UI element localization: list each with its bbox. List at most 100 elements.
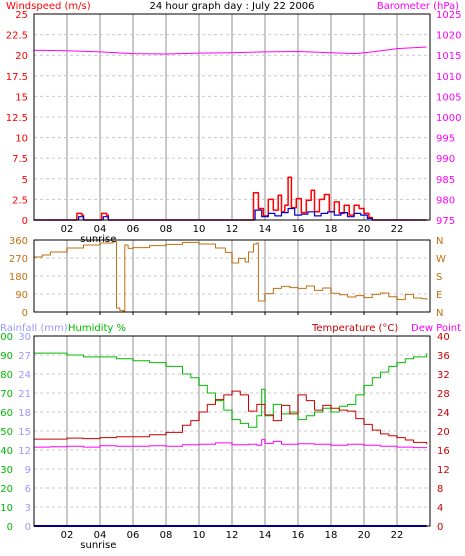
temperature-tick-label: 40 — [437, 332, 450, 343]
humidity-tick-label: 30 — [0, 465, 13, 476]
time-axis-label: 22 — [391, 224, 404, 235]
time-axis-label: 14 — [259, 530, 272, 541]
tick-layer: 2522.52017.51512.5107.552.50102510201015… — [0, 10, 461, 551]
barometer-tick-label: 975 — [436, 216, 455, 227]
direction-degree-label: 0 — [22, 308, 28, 319]
dewpoint-axis-title: Dew Point — [411, 323, 461, 334]
temperature-tick-label: 32 — [437, 370, 450, 381]
direction-compass-label: N — [436, 236, 443, 247]
time-axis-label: 14 — [259, 224, 272, 235]
temperature-tick-label: 12 — [437, 465, 450, 476]
humidity-axis-title: Humidity % — [68, 323, 126, 334]
humidity-tick-label: 80 — [0, 370, 13, 381]
temperature-axis-title: Temperature (°C) — [311, 323, 398, 334]
time-axis-label: 02 — [61, 224, 74, 235]
panel-frame — [33, 13, 431, 221]
time-axis-label: 10 — [193, 224, 206, 235]
time-axis-label: 04 — [94, 530, 107, 541]
windspeed-tick-label: 12.5 — [6, 113, 28, 124]
direction-compass-label: N — [436, 308, 443, 319]
windspeed-tick-label: 17.5 — [6, 72, 28, 83]
barometer-tick-label: 995 — [436, 134, 455, 145]
rainfall-tick-label: 3 — [25, 503, 31, 514]
barometer-line — [33, 46, 427, 55]
time-axis-label: 22 — [391, 530, 404, 541]
rainfall-tick-label: 9 — [25, 465, 31, 476]
time-axis-label: 18 — [325, 530, 338, 541]
temperature-tick-label: 8 — [437, 484, 443, 495]
barometer-tick-label: 980 — [436, 195, 455, 206]
temperature-tick-label: 28 — [437, 389, 450, 400]
barometer-axis-title: Barometer (hPa) — [377, 1, 459, 12]
windspeed-tick-label: 15 — [15, 92, 28, 103]
rainfall-tick-label: 24 — [18, 370, 31, 381]
barometer-tick-label: 985 — [436, 175, 455, 186]
time-axis-label: 08 — [160, 530, 173, 541]
humidity-tick-label: 90 — [0, 351, 13, 362]
time-axis-label: 08 — [160, 224, 173, 235]
direction-compass-label: S — [436, 272, 442, 283]
rainfall-axis-title: Rainfall (mm) — [0, 323, 68, 334]
wind-average-line — [34, 207, 427, 221]
rainfall-tick-label: 12 — [18, 446, 31, 457]
humidity-tick-label: 40 — [0, 446, 13, 457]
time-axis-label: 06 — [127, 224, 140, 235]
windspeed-tick-label: 22.5 — [6, 31, 28, 42]
temperature-line — [34, 390, 428, 445]
time-axis-label: 16 — [292, 224, 305, 235]
humidity-tick-label: 60 — [0, 408, 13, 419]
rainfall-tick-label: 6 — [25, 484, 31, 495]
time-axis-label: 12 — [226, 224, 239, 235]
humidity-line — [34, 352, 428, 428]
temperature-tick-label: 4 — [437, 503, 443, 514]
windspeed-axis-title: Windspeed (m/s) — [6, 1, 91, 12]
windspeed-tick-label: 25 — [15, 10, 28, 21]
direction-degree-label: 270 — [9, 254, 28, 265]
time-axis-label: 04 — [94, 224, 107, 235]
rainfall-tick-label: 0 — [25, 522, 31, 533]
rainfall-tick-label: 30 — [18, 332, 31, 343]
barometer-tick-label: 990 — [436, 154, 455, 165]
barometer-tick-label: 1015 — [436, 51, 461, 62]
direction-compass-label: W — [436, 254, 446, 265]
direction-degree-label: 90 — [15, 290, 28, 301]
series-layer — [33, 46, 428, 527]
wind-direction-line — [34, 241, 428, 312]
direction-degree-label: 180 — [9, 272, 28, 283]
humidity-tick-label: 100 — [0, 332, 13, 343]
rainfall-tick-label: 21 — [18, 389, 31, 400]
sunrise-label: sunrise — [80, 540, 116, 551]
humidity-tick-label: 0 — [7, 522, 13, 533]
barometer-tick-label: 1020 — [436, 31, 461, 42]
time-axis-label: 12 — [226, 530, 239, 541]
temperature-tick-label: 24 — [437, 408, 450, 419]
barometer-tick-label: 1005 — [436, 92, 461, 103]
rainfall-tick-label: 27 — [18, 351, 31, 362]
windspeed-tick-label: 7.5 — [12, 154, 28, 165]
time-axis-label: 02 — [61, 530, 74, 541]
humidity-tick-label: 10 — [0, 503, 13, 514]
time-axis-label: 10 — [193, 530, 206, 541]
panel-frame — [33, 335, 431, 527]
windspeed-tick-label: 0 — [22, 216, 28, 227]
windspeed-tick-label: 2.5 — [12, 195, 28, 206]
time-axis-label: 18 — [325, 224, 338, 235]
windspeed-tick-label: 10 — [15, 134, 28, 145]
direction-compass-label: E — [436, 290, 442, 301]
temperature-tick-label: 16 — [437, 446, 450, 457]
sunrise-label: sunrise — [80, 234, 116, 245]
rainfall-tick-label: 15 — [18, 427, 31, 438]
humidity-tick-label: 70 — [0, 389, 13, 400]
barometer-tick-label: 1025 — [436, 10, 461, 21]
dewpoint-line — [34, 439, 428, 449]
windspeed-tick-label: 5 — [22, 175, 28, 186]
time-axis-label: 06 — [127, 530, 140, 541]
temperature-tick-label: 0 — [437, 522, 443, 533]
temperature-tick-label: 36 — [437, 351, 450, 362]
barometer-tick-label: 1010 — [436, 72, 461, 83]
windspeed-tick-label: 20 — [15, 51, 28, 62]
barometer-tick-label: 1000 — [436, 113, 461, 124]
wind-gust-line — [34, 176, 427, 221]
time-axis-label: 20 — [358, 224, 371, 235]
